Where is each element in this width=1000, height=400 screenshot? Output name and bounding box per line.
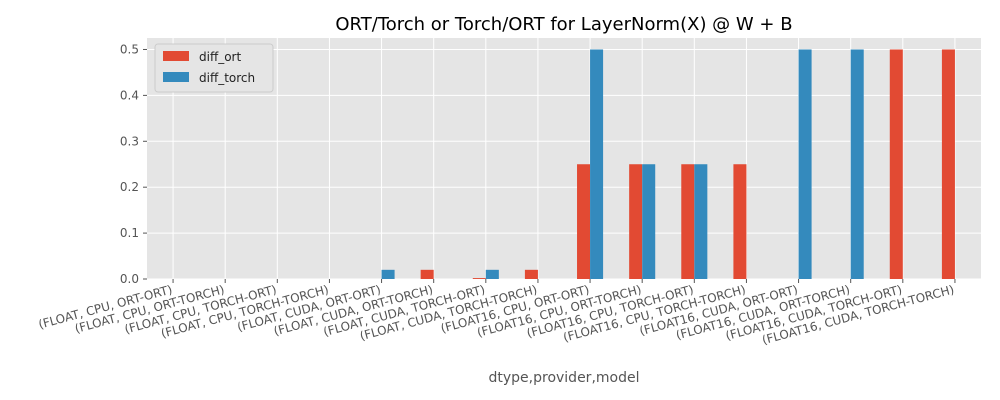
- bar-diff-ort: [524, 269, 538, 279]
- x-axis-label: dtype,provider,model: [489, 370, 640, 386]
- bar-diff-torch: [590, 49, 604, 279]
- bar-diff-ort: [889, 49, 903, 279]
- bar-diff-ort: [941, 49, 955, 279]
- chart-title: ORT/Torch or Torch/ORT for LayerNorm(X) …: [335, 14, 792, 35]
- legend-swatch-diff-ort: [163, 51, 189, 61]
- y-tick-label: 0.4: [120, 88, 139, 102]
- y-tick-label: 0.1: [120, 226, 139, 240]
- legend: diff_ort diff_torch: [154, 43, 274, 93]
- bar-diff-torch: [798, 49, 812, 279]
- legend-label-diff-ort: diff_ort: [199, 50, 241, 64]
- bar-diff-ort: [420, 269, 434, 279]
- bar-diff-torch: [642, 164, 656, 279]
- legend-label-diff-torch: diff_torch: [199, 71, 255, 85]
- bar-diff-ort: [472, 278, 486, 279]
- bar-diff-ort: [577, 164, 591, 279]
- y-axis-ticks: 0.0 0.1 0.2 0.3 0.4 0.5: [120, 42, 147, 286]
- legend-swatch-diff-torch: [163, 72, 189, 82]
- bar-diff-torch: [694, 164, 708, 279]
- y-tick-label: 0.2: [120, 180, 139, 194]
- bar-diff-torch: [381, 269, 395, 279]
- bar-diff-ort: [733, 164, 747, 279]
- y-tick-label: 0.5: [120, 42, 139, 56]
- y-tick-label: 0.0: [120, 272, 139, 286]
- bars: [381, 49, 955, 279]
- bar-diff-ort: [629, 164, 643, 279]
- y-tick-label: 0.3: [120, 134, 139, 148]
- plot-area: [147, 38, 981, 279]
- x-axis-ticks: (FLOAT, CPU, ORT-ORT)(FLOAT, CPU, ORT-TO…: [37, 279, 956, 347]
- bar-diff-torch: [485, 269, 499, 279]
- bar-diff-torch: [850, 49, 864, 279]
- bar-diff-ort: [681, 164, 695, 279]
